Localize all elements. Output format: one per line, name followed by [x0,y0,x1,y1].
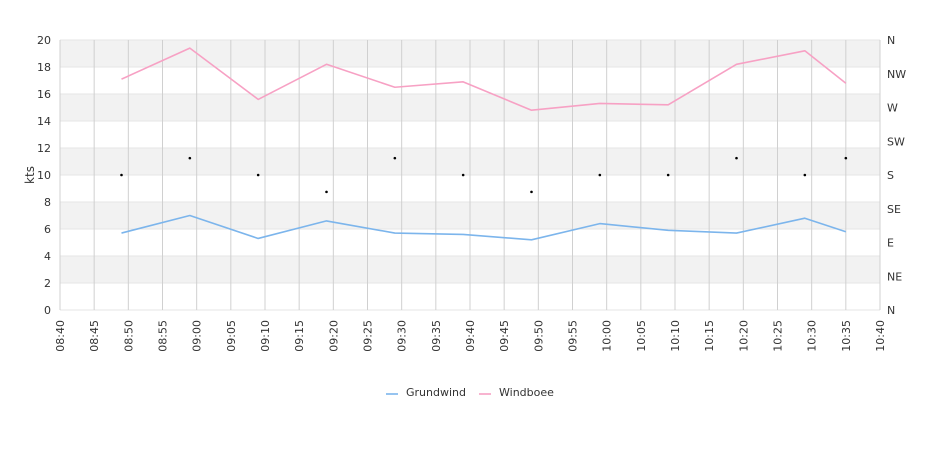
direction-point [325,190,328,194]
y-tick-label: 6 [44,223,51,236]
vertical-gridlines [59,40,881,310]
direction-tick-label: NE [887,270,902,283]
legend-label: Grundwind [406,386,466,399]
series-lines [121,47,847,241]
series-line-windboee [121,47,847,111]
x-tick-label: 10:10 [669,320,682,352]
y-tick-label: 8 [44,196,51,209]
x-tick-label: 09:05 [225,320,238,352]
series-line-grundwind [121,214,847,241]
x-tick-label: 08:40 [54,320,67,352]
x-tick-label: 09:45 [498,320,511,352]
y-tick-label: 18 [37,61,51,74]
x-tick-label: 09:30 [396,320,409,352]
y-tick-label: 12 [37,142,51,155]
x-tick-label: 09:35 [430,320,443,352]
y-tick-label: 16 [37,88,51,101]
direction-point [803,173,807,177]
y-tick-label: 20 [37,34,51,47]
y-tick-label: 0 [44,304,51,317]
x-tick-label: 10:30 [806,320,819,352]
x-tick-label: 10:05 [635,320,648,352]
direction-tick-label: SE [887,203,901,216]
x-tick-label: 09:00 [191,320,204,352]
x-tick-label: 09:50 [532,320,545,352]
legend[interactable]: Grundwind Windboee [386,386,554,399]
legend-label: Windboee [499,386,554,399]
direction-point [735,156,738,160]
y-axis-labels: 0 2 4 6 8 10 12 14 16 18 20 [37,34,51,317]
direction-point [256,173,260,177]
direction-point [844,156,848,160]
direction-axis-labels: N NE E SE S SW W NW N [887,34,906,317]
x-tick-label: 09:10 [259,320,272,352]
direction-point [598,173,602,177]
direction-point [461,173,465,177]
legend-item-windboee[interactable]: Windboee [479,386,554,399]
y-axis-title: kts [23,166,37,184]
x-tick-label: 08:50 [122,320,135,352]
x-tick-label: 10:25 [772,320,785,352]
direction-points [120,156,848,194]
x-tick-label: 09:20 [327,320,340,352]
x-tick-label: 09:15 [293,320,306,352]
direction-tick-label: N [887,34,895,47]
y-tick-label: 14 [37,115,51,128]
direction-point [393,156,397,160]
direction-tick-label: N [887,304,895,317]
x-axis-labels: 08:40 08:45 08:50 08:55 09:00 09:05 09:10 09:15… [54,320,887,352]
y-tick-label: 10 [37,169,51,182]
x-tick-label: 10:20 [737,320,750,352]
legend-item-grundwind[interactable]: Grundwind [386,386,466,399]
y-tick-label: 4 [44,250,51,263]
direction-point [188,156,192,160]
x-tick-label: 08:45 [88,320,101,352]
x-tick-label: 10:40 [874,320,887,352]
x-tick-label: 09:55 [567,320,580,352]
direction-tick-label: W [887,102,898,115]
direction-point [120,173,123,177]
x-tick-label: 09:25 [362,320,375,352]
y-tick-label: 2 [44,277,51,290]
x-tick-label: 09:40 [464,320,477,352]
direction-point [666,173,670,177]
direction-tick-label: SW [887,135,905,148]
x-tick-label: 10:35 [840,320,853,352]
x-tick-label: 10:15 [703,320,716,352]
x-tick-label: 08:55 [157,320,170,352]
direction-point [530,190,533,194]
direction-tick-label: E [887,237,894,250]
direction-tick-label: S [887,169,894,182]
direction-tick-label: NW [887,68,906,81]
x-tick-label: 10:00 [601,320,614,352]
